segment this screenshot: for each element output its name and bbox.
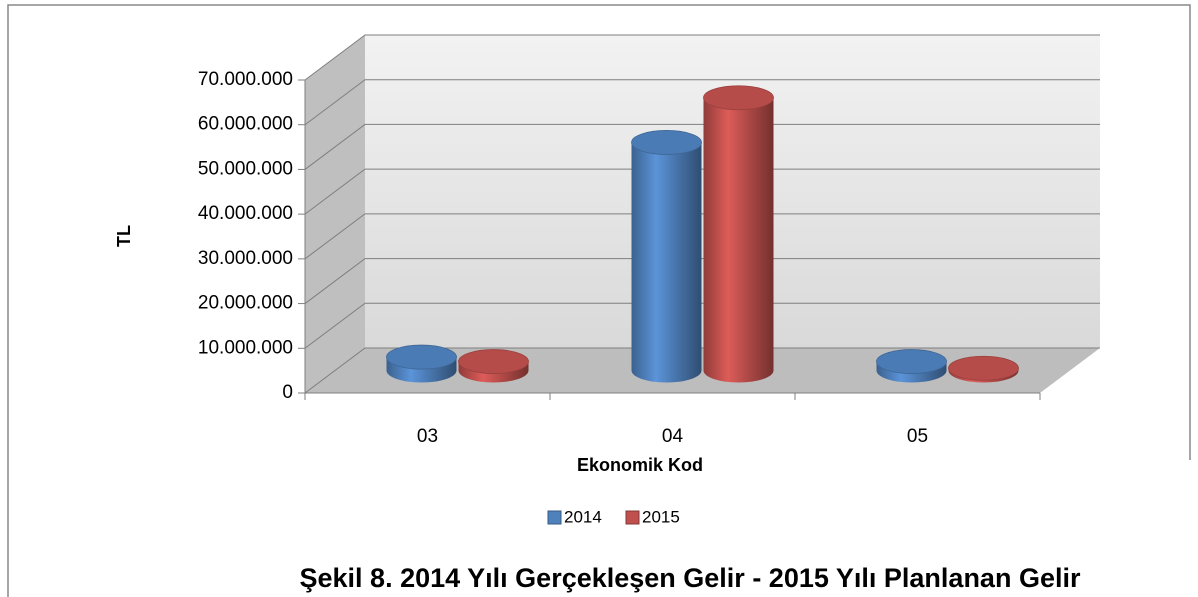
x-tick-label: 03 bbox=[417, 426, 438, 447]
y-tick-label: 40.000.000 bbox=[198, 203, 293, 224]
legend-swatch bbox=[547, 510, 562, 525]
grid-line bbox=[304, 347, 1100, 394]
side-wall bbox=[305, 35, 365, 393]
grid-line bbox=[304, 258, 1100, 304]
bar-top bbox=[631, 130, 702, 155]
bar-top bbox=[386, 344, 457, 370]
legend-label: 2015 bbox=[642, 507, 680, 526]
bar bbox=[703, 85, 774, 383]
bar-body bbox=[631, 142, 702, 371]
y-tick-label: 0 bbox=[282, 382, 293, 403]
y-tick-label: 20.000.000 bbox=[198, 293, 293, 314]
bar bbox=[948, 355, 1019, 383]
bar-top bbox=[703, 85, 774, 111]
y-tick-label: 70.000.000 bbox=[198, 69, 293, 90]
caption: Şekil 8. 2014 Yılı Gerçekleşen Gelir - 2… bbox=[300, 563, 1081, 593]
bar-top bbox=[948, 355, 1019, 381]
grid-line bbox=[304, 168, 1100, 215]
grid-line bbox=[304, 79, 1100, 126]
chart-border bbox=[7, 4, 1191, 597]
y-axis-title: TL bbox=[114, 225, 134, 247]
grid-line bbox=[304, 123, 1100, 170]
y-tick-label: 60.000.000 bbox=[198, 114, 293, 135]
y-tick-label: 30.000.000 bbox=[198, 248, 293, 269]
x-axis-title: Ekonomik Kod bbox=[577, 455, 703, 475]
x-tick-label: 04 bbox=[662, 426, 684, 447]
legend-label: 2014 bbox=[564, 507, 602, 526]
bar-body bbox=[703, 97, 774, 371]
bar bbox=[876, 349, 947, 383]
bar bbox=[631, 130, 702, 383]
legend-swatch bbox=[625, 510, 640, 525]
bar bbox=[386, 344, 457, 383]
grid-line bbox=[304, 213, 1100, 260]
y-tick-label: 50.000.000 bbox=[198, 158, 293, 179]
y-tick-label: 10.000.000 bbox=[198, 337, 293, 358]
grid-line bbox=[304, 34, 1100, 81]
x-tick-label: 05 bbox=[907, 426, 928, 447]
grid-line bbox=[304, 302, 1100, 349]
bar-top bbox=[876, 349, 947, 374]
bar bbox=[458, 349, 529, 383]
bar-top bbox=[458, 349, 529, 374]
